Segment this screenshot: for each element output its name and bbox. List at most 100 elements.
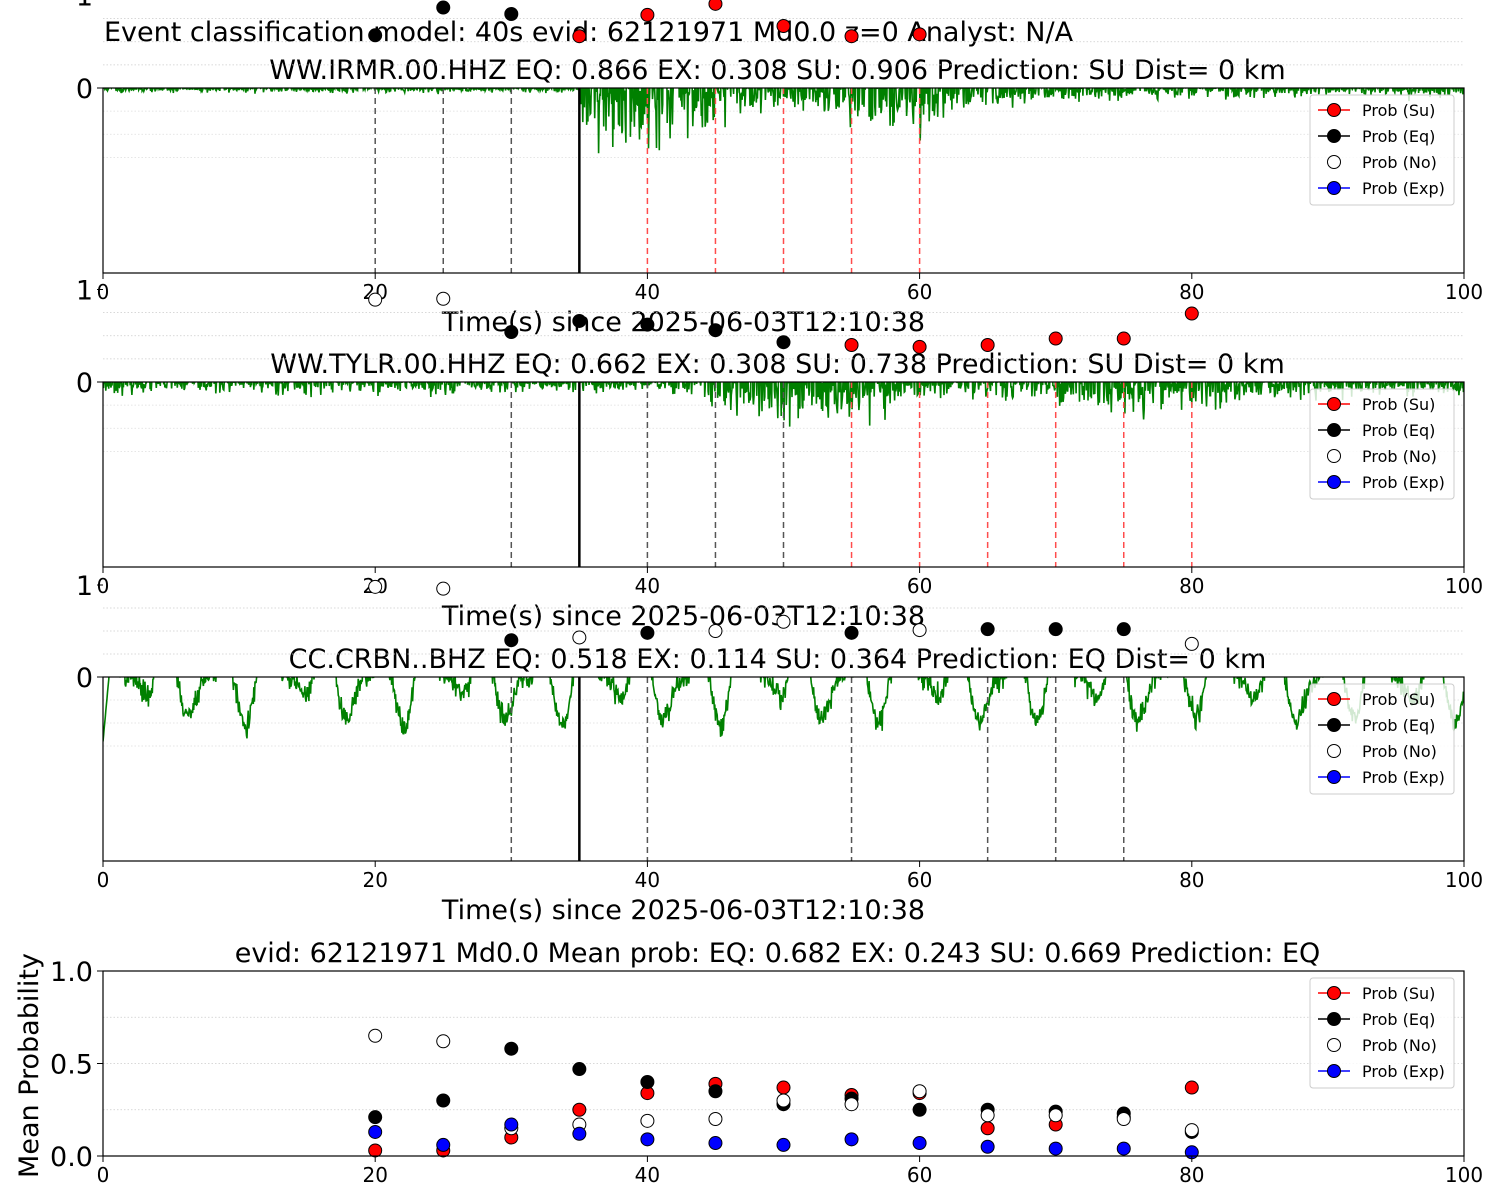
- x-tick-label: 40: [635, 1163, 660, 1187]
- legend-label: Prob (Su): [1362, 984, 1435, 1003]
- legend-marker: [1327, 1038, 1341, 1052]
- point-prob-su: [572, 1102, 587, 1117]
- point-prob-eq: [640, 625, 655, 640]
- legend-label: Prob (Eq): [1362, 716, 1435, 735]
- point-prob-su: [640, 7, 655, 22]
- x-tick-label: 40: [635, 868, 660, 892]
- x-tick-label: 60: [907, 868, 932, 892]
- point-prob-eq: [504, 1041, 519, 1056]
- x-tick-label: 0: [97, 868, 110, 892]
- point-prob-su: [844, 338, 859, 352]
- y-tick-label: 0: [76, 74, 93, 105]
- point-prob-su: [1184, 306, 1199, 321]
- legend-label: Prob (No): [1362, 153, 1437, 172]
- point-prob-eq: [1048, 622, 1063, 637]
- point-prob-exp: [1116, 1141, 1131, 1156]
- point-prob-su: [1048, 331, 1063, 346]
- point-prob-no: [844, 1097, 859, 1112]
- x-tick-label: 60: [907, 574, 932, 598]
- point-prob-no: [436, 1034, 451, 1049]
- x-axis-label: Time(s) since 2025-06-03T12:10:38: [441, 307, 925, 338]
- waveform-trace: [103, 382, 1464, 427]
- legend: Prob (Su) Prob (Eq) Prob (No) Prob (Exp): [1309, 94, 1455, 206]
- y-tick-label: 0.5: [50, 1050, 93, 1081]
- chart-title: evid: 62121971 Md0.0 Mean prob: EQ: 0.68…: [235, 938, 1321, 969]
- x-tick-label: 40: [635, 280, 660, 304]
- axes-frame: [102, 87, 1465, 274]
- point-prob-exp: [912, 1136, 927, 1151]
- y-tick-label: 0.0: [50, 1142, 93, 1173]
- x-axis-label: Time(s) since 2025-06-03T12:10:38: [441, 601, 925, 632]
- legend-marker: [1327, 986, 1341, 1000]
- legend-marker: [1327, 103, 1341, 117]
- chart-panel-3: CC.CRBN..BHZ EQ: 0.518 EX: 0.114 SU: 0.3…: [76, 571, 1483, 926]
- y-tick-label: 1.0: [50, 957, 93, 988]
- point-prob-su: [980, 338, 995, 352]
- legend-label: Prob (Su): [1362, 101, 1435, 120]
- point-prob-exp: [640, 1132, 655, 1147]
- legend-label: Prob (Eq): [1362, 1010, 1435, 1029]
- axes-frame: [102, 676, 1465, 862]
- legend-label: Prob (Su): [1362, 690, 1435, 709]
- figure-suptitle: Event classification model: 40s evid: 62…: [104, 17, 1074, 48]
- plot-area: [103, 88, 1464, 273]
- point-prob-exp: [368, 1124, 383, 1139]
- x-tick-label: 60: [907, 1163, 932, 1187]
- x-tick-label: 80: [1179, 280, 1204, 304]
- x-tick-label: 100: [1445, 868, 1483, 892]
- x-tick-label: 100: [1445, 574, 1483, 598]
- legend-marker: [1327, 181, 1341, 195]
- point-prob-eq: [572, 313, 587, 328]
- point-prob-su: [708, 0, 723, 11]
- point-prob-eq: [776, 335, 791, 350]
- legend-marker: [1327, 129, 1341, 143]
- legend-label: Prob (Su): [1362, 395, 1435, 414]
- legend-marker: [1327, 155, 1341, 169]
- plot-area: [103, 677, 1464, 861]
- point-prob-su: [572, 29, 587, 44]
- x-tick-label: 80: [1179, 868, 1204, 892]
- x-tick-label: 20: [362, 1163, 387, 1187]
- x-tick-label: 80: [1179, 1163, 1204, 1187]
- legend-box: [1309, 683, 1455, 795]
- point-prob-su: [980, 1121, 995, 1136]
- plot-area: [103, 382, 1464, 567]
- point-prob-exp: [980, 1139, 995, 1154]
- chart-title: CC.CRBN..BHZ EQ: 0.518 EX: 0.114 SU: 0.3…: [289, 644, 1267, 675]
- point-prob-no: [368, 579, 383, 594]
- point-prob-eq: [368, 1110, 383, 1125]
- point-prob-su: [912, 27, 927, 42]
- x-tick-label: 60: [907, 280, 932, 304]
- legend: Prob (Su) Prob (Eq) Prob (No) Prob (Exp): [1309, 388, 1455, 500]
- x-tick-label: 100: [1445, 1163, 1483, 1187]
- point-prob-exp: [844, 1132, 859, 1147]
- legend-label: Prob (No): [1362, 447, 1437, 466]
- point-prob-exp: [776, 1137, 791, 1152]
- point-prob-eq: [572, 1062, 587, 1077]
- point-prob-eq: [504, 7, 519, 21]
- chart-title: WW.TYLR.00.HHZ EQ: 0.662 EX: 0.308 SU: 0…: [270, 349, 1285, 380]
- point-prob-eq: [1116, 622, 1131, 637]
- legend-label: Prob (Exp): [1362, 768, 1445, 787]
- point-prob-no: [368, 1028, 383, 1043]
- point-prob-no: [1048, 1108, 1063, 1123]
- x-tick-label: 20: [362, 868, 387, 892]
- point-prob-eq: [504, 633, 519, 648]
- point-prob-no: [1184, 636, 1199, 651]
- y-axis-label: Mean Probability: [14, 953, 45, 1178]
- legend-box: [1309, 977, 1455, 1089]
- legend-marker: [1327, 423, 1341, 437]
- point-prob-no: [912, 623, 927, 638]
- point-prob-no: [1116, 1112, 1131, 1126]
- x-tick-label: 0: [97, 574, 110, 598]
- legend-label: Prob (Eq): [1362, 127, 1435, 146]
- legend-marker: [1327, 770, 1341, 784]
- point-prob-exp: [504, 1117, 519, 1132]
- x-tick-label: 0: [97, 1163, 110, 1187]
- x-tick-label: 100: [1445, 280, 1483, 304]
- point-prob-eq: [708, 1084, 723, 1099]
- point-prob-no: [368, 292, 383, 307]
- legend: Prob (Su) Prob (Eq) Prob (No) Prob (Exp): [1309, 977, 1455, 1089]
- legend-marker: [1327, 744, 1341, 758]
- x-axis-label: Time(s) since 2025-06-03T12:10:38: [441, 895, 925, 926]
